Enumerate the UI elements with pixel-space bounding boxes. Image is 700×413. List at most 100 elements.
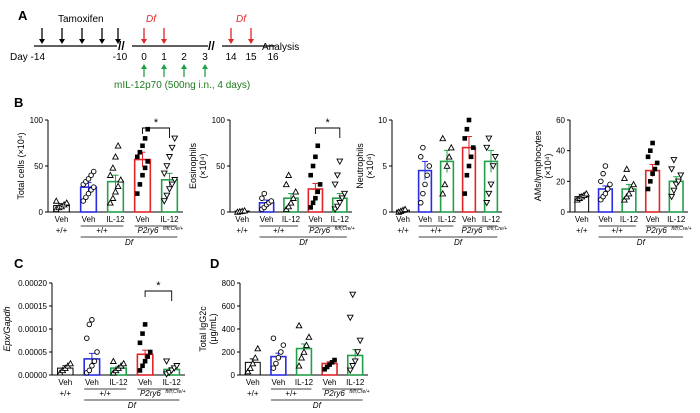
data-point xyxy=(354,349,362,356)
data-point xyxy=(168,144,176,152)
data-point xyxy=(668,166,676,173)
y-axis-label: (×10⁴) xyxy=(543,153,553,178)
panel-label-b: B xyxy=(14,95,23,110)
data-point xyxy=(171,135,179,143)
y-tick-label: 20 xyxy=(556,177,565,186)
tamoxifen-arrow-1-head xyxy=(59,39,65,44)
data-point xyxy=(134,154,140,160)
data-point xyxy=(91,358,98,364)
data-point xyxy=(308,205,313,210)
data-point xyxy=(270,365,277,371)
y-tick-label: 0 xyxy=(561,208,566,217)
data-point xyxy=(85,176,92,182)
group-label: IL-12 xyxy=(282,215,301,224)
data-point xyxy=(145,159,151,164)
group-label: Veh xyxy=(272,378,286,387)
data-point xyxy=(251,354,259,361)
data-point xyxy=(604,186,611,192)
timeline-tick-1: 0 xyxy=(141,52,147,63)
genotype-label-ko: P2ry6 xyxy=(138,226,159,235)
group-label: IL-12 xyxy=(106,215,125,224)
data-point xyxy=(464,172,470,178)
y-axis-label: (×10⁴) xyxy=(198,153,208,178)
data-point xyxy=(607,181,613,188)
chart-ams-lymphocytes: 0 20 40 60 AMs/lymphocytes (×10⁴) Veh Veh IL-12 V… xyxy=(533,116,692,247)
genotype-label-wt: +/+ xyxy=(397,226,409,235)
y-tick-label: 200 xyxy=(222,348,236,357)
data-point xyxy=(315,189,321,195)
significance-star: * xyxy=(325,117,330,129)
data-point xyxy=(282,180,290,188)
df-group-label: Df xyxy=(313,401,322,408)
group-label: Veh xyxy=(136,215,150,224)
data-point xyxy=(84,335,90,341)
data-point xyxy=(145,126,151,132)
timeline-tick-2: 1 xyxy=(161,52,167,63)
data-point xyxy=(654,160,660,166)
data-point xyxy=(52,197,60,204)
y-tick-label: 50 xyxy=(216,162,225,171)
y-axis-label: Total IgG2c xyxy=(198,306,208,352)
data-point xyxy=(94,349,100,355)
y-tick-label: 100 xyxy=(30,116,44,125)
data-point xyxy=(443,162,451,169)
data-point xyxy=(322,366,327,372)
genotype-label-ko-sup: fl/fl;Cre/+ xyxy=(349,389,369,395)
data-point xyxy=(140,331,145,336)
data-point xyxy=(90,168,97,175)
data-point xyxy=(109,357,117,364)
group-label: Veh xyxy=(246,378,260,387)
group-label: Veh xyxy=(82,215,96,224)
genotype-label-wt: +/+ xyxy=(236,226,248,235)
y-tick-label: 0 xyxy=(383,208,388,217)
data-point xyxy=(246,364,254,371)
data-point xyxy=(623,165,631,172)
y-tick-label: 0.00020 xyxy=(18,279,47,288)
group-label: IL-12 xyxy=(620,215,639,224)
significance-bracket xyxy=(314,127,341,138)
data-point xyxy=(261,190,267,197)
data-point xyxy=(109,194,117,201)
data-point xyxy=(313,154,318,160)
data-point xyxy=(447,143,455,151)
data-point xyxy=(336,158,344,166)
group-label: IL-12 xyxy=(109,378,128,387)
data-point xyxy=(63,199,71,206)
data-point xyxy=(249,359,257,367)
data-point xyxy=(420,190,426,197)
y-axis-label: Total cells (×10⁴) xyxy=(16,132,26,199)
group-label: Veh xyxy=(646,215,660,224)
timeline-break-1: // xyxy=(118,39,125,53)
data-point xyxy=(254,344,262,352)
data-point xyxy=(630,180,638,188)
data-point xyxy=(670,187,678,195)
data-point xyxy=(462,191,468,196)
data-point xyxy=(106,171,114,178)
genotype-label-wt-df: +/+ xyxy=(611,226,623,235)
data-point xyxy=(485,190,493,198)
data-point xyxy=(275,355,282,361)
data-point xyxy=(441,180,449,188)
y-tick-label: 100 xyxy=(212,116,226,125)
data-point xyxy=(137,368,143,373)
tamoxifen-arrow-3-head xyxy=(99,39,105,44)
group-label: IL-12 xyxy=(667,215,686,224)
data-point xyxy=(137,149,143,155)
data-point xyxy=(439,134,447,142)
data-point xyxy=(300,348,308,355)
data-point xyxy=(240,206,249,214)
genotype-label-wt: +/+ xyxy=(247,389,259,398)
genotype-label-ko: P2ry6 xyxy=(462,226,483,235)
data-point xyxy=(137,182,143,187)
significance-bracket xyxy=(144,290,173,301)
data-point xyxy=(111,188,120,195)
data-point xyxy=(417,200,424,206)
tamoxifen-arrows xyxy=(39,28,121,44)
data-point xyxy=(285,202,293,210)
group-label: Veh xyxy=(235,215,249,224)
data-point xyxy=(332,357,337,363)
group-label: Veh xyxy=(396,215,410,224)
data-point xyxy=(289,194,297,201)
